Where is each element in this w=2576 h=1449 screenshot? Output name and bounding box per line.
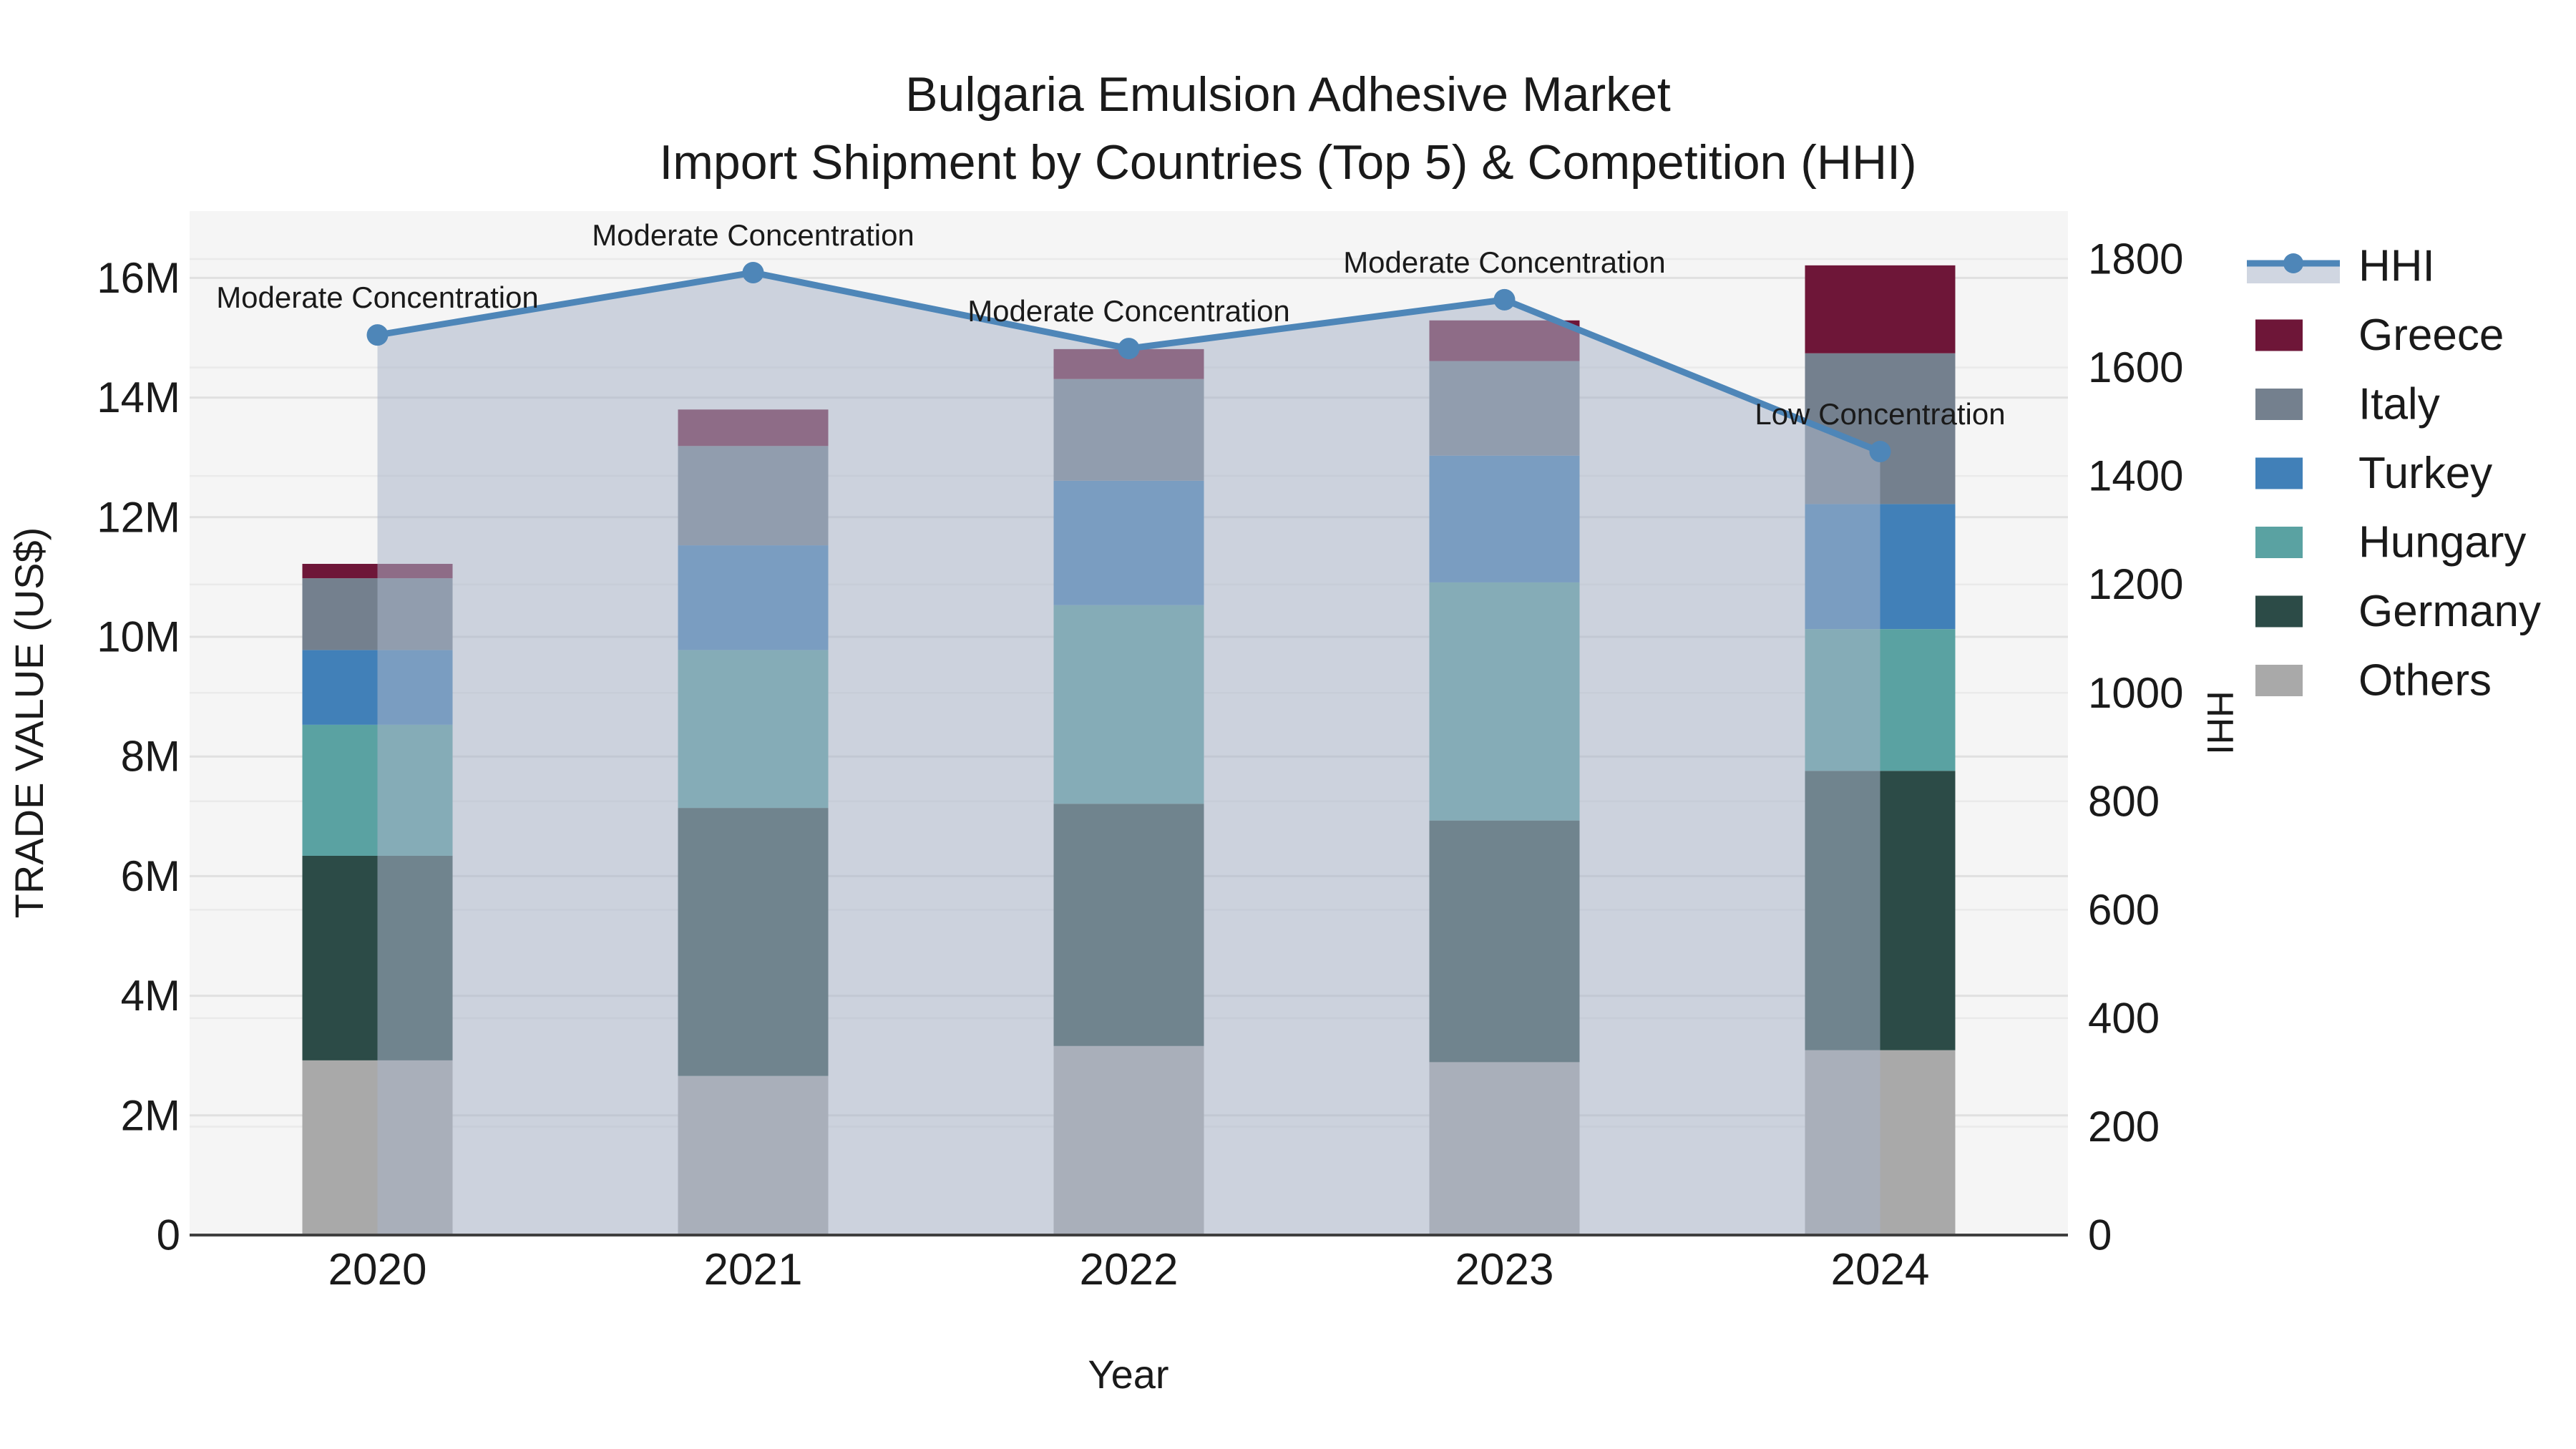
- legend-swatch-italy: [2255, 389, 2303, 420]
- tick-labels-layer: 0 2M 4M 6M 8M 10M 12M 14M 16M 0 200 400 600 800 1000 12…: [97, 235, 2183, 1294]
- y2-tick-1400: 1400: [2088, 452, 2183, 500]
- annotation-2020: Moderate Concentration: [216, 280, 539, 314]
- chart-title-line1: Bulgaria Emulsion Adhesive Market: [905, 67, 1671, 122]
- legend-swatch-others: [2255, 665, 2303, 696]
- y-tick-4M: 4M: [121, 972, 180, 1020]
- y2-tick-600: 600: [2088, 886, 2160, 934]
- legend-label-hhi: HHI: [2358, 242, 2435, 291]
- legend-label-others: Others: [2358, 656, 2492, 706]
- legend-swatch-turkey: [2255, 457, 2303, 489]
- y2-tick-1600: 1600: [2088, 343, 2183, 391]
- legend-hhi-marker-sample: [2283, 253, 2303, 273]
- y-tick-16M: 16M: [97, 254, 180, 302]
- annotations-layer: Moderate Concentration Moderate Concentra…: [216, 218, 2005, 431]
- hhi-area-fill: [377, 272, 1880, 1235]
- hhi-line-layer: [366, 261, 1891, 463]
- y-tick-0: 0: [157, 1211, 180, 1259]
- y-tick-12M: 12M: [97, 493, 180, 541]
- legend-label-hungary: Hungary: [2358, 518, 2526, 567]
- x-tick-2023: 2023: [1455, 1245, 1554, 1294]
- x-tick-2021: 2021: [704, 1245, 803, 1294]
- hhi-area-fill-layer: [377, 272, 1880, 1235]
- annotation-2022: Moderate Concentration: [967, 294, 1290, 328]
- x-axis-label: Year: [1088, 1352, 1169, 1397]
- y2-tick-800: 800: [2088, 777, 2160, 825]
- y-tick-6M: 6M: [121, 852, 180, 900]
- hhi-marker-2023: [1493, 288, 1516, 311]
- hhi-marker-2022: [1118, 338, 1140, 360]
- y-tick-8M: 8M: [121, 733, 180, 781]
- legend-label-germany: Germany: [2358, 587, 2541, 636]
- annotation-2024: Low Concentration: [1755, 397, 2005, 431]
- annotation-2023: Moderate Concentration: [1343, 245, 1666, 279]
- annotation-2021: Moderate Concentration: [592, 218, 914, 252]
- y2-tick-1200: 1200: [2088, 560, 2183, 608]
- y-tick-2M: 2M: [121, 1091, 180, 1139]
- y-tick-14M: 14M: [97, 374, 180, 421]
- legend: HHI Greece Italy Turkey Hungary Germany Others: [2247, 242, 2541, 706]
- legend-label-greece: Greece: [2358, 311, 2504, 360]
- y2-axis-label: HHI: [2199, 691, 2240, 755]
- y2-tick-0: 0: [2088, 1211, 2112, 1259]
- legend-label-italy: Italy: [2358, 380, 2440, 429]
- x-tick-2022: 2022: [1080, 1245, 1179, 1294]
- y2-tick-1800: 1800: [2088, 235, 2183, 283]
- hhi-marker-2024: [1869, 441, 1891, 463]
- hhi-marker-2021: [742, 261, 764, 283]
- y2-tick-200: 200: [2088, 1103, 2160, 1151]
- x-tick-2024: 2024: [1831, 1245, 1930, 1294]
- y2-tick-400: 400: [2088, 994, 2160, 1042]
- y-tick-10M: 10M: [97, 613, 180, 661]
- legend-swatch-germany: [2255, 595, 2303, 628]
- legend-swatch-greece: [2255, 319, 2303, 351]
- legend-label-turkey: Turkey: [2358, 449, 2492, 498]
- y-axis-label: TRADE VALUE (US$): [6, 527, 52, 919]
- bar-segment-2024-greece: [1805, 265, 1956, 353]
- chart-title-line2: Import Shipment by Countries (Top 5) & C…: [659, 135, 1916, 190]
- hhi-marker-2020: [366, 324, 389, 346]
- x-tick-2020: 2020: [328, 1245, 427, 1294]
- legend-swatch-hungary: [2255, 527, 2303, 558]
- y2-tick-1000: 1000: [2088, 669, 2183, 717]
